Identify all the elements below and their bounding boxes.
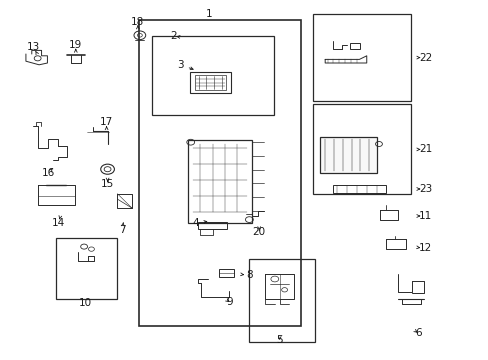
Text: 9: 9 bbox=[226, 297, 233, 307]
Text: 21: 21 bbox=[418, 144, 431, 154]
Text: 8: 8 bbox=[245, 270, 252, 280]
Bar bbox=[249, 259, 315, 342]
Bar bbox=[312, 14, 410, 101]
Bar bbox=[218, 269, 234, 277]
Text: 19: 19 bbox=[69, 40, 82, 50]
Text: 5: 5 bbox=[276, 335, 283, 345]
Bar bbox=[188, 140, 251, 223]
Bar bbox=[189, 72, 230, 93]
Text: 15: 15 bbox=[101, 179, 114, 189]
Bar bbox=[349, 43, 360, 49]
Bar bbox=[151, 36, 273, 115]
Text: 10: 10 bbox=[79, 298, 92, 308]
Bar bbox=[56, 238, 117, 299]
Text: 16: 16 bbox=[42, 168, 56, 178]
Text: 11: 11 bbox=[418, 211, 431, 221]
Bar bbox=[312, 104, 410, 194]
Text: 20: 20 bbox=[252, 227, 265, 237]
Text: 23: 23 bbox=[418, 184, 431, 194]
Text: 17: 17 bbox=[100, 117, 113, 127]
Text: 22: 22 bbox=[418, 53, 431, 63]
Bar bbox=[332, 185, 386, 193]
Text: 18: 18 bbox=[131, 17, 144, 27]
Text: 4: 4 bbox=[192, 218, 199, 228]
Bar bbox=[194, 75, 225, 90]
Text: 12: 12 bbox=[418, 243, 431, 253]
Text: 13: 13 bbox=[26, 42, 40, 52]
Text: 14: 14 bbox=[52, 218, 65, 228]
Text: 6: 6 bbox=[414, 328, 421, 338]
Bar bbox=[320, 137, 376, 173]
Text: 7: 7 bbox=[119, 225, 125, 235]
Bar bbox=[198, 222, 227, 229]
Text: 3: 3 bbox=[177, 60, 184, 70]
Text: 1: 1 bbox=[205, 9, 212, 19]
Text: 2: 2 bbox=[170, 31, 177, 41]
Bar bbox=[139, 20, 300, 326]
